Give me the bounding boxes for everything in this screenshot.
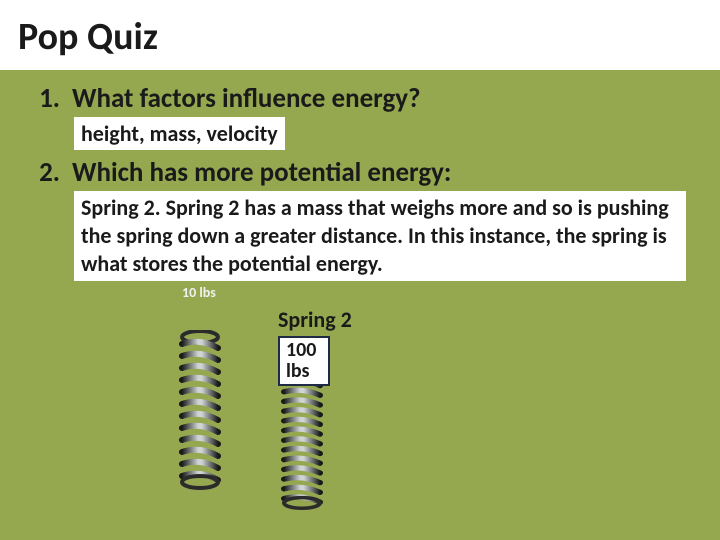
question-1-line: 1. What factors influence energy?: [34, 82, 686, 115]
question-1: 1. What factors influence energy? height…: [34, 82, 686, 150]
content-area: 1. What factors influence energy? height…: [0, 70, 720, 281]
question-1-text: What factors influence energy?: [72, 82, 421, 115]
title-bar: Pop Quiz: [0, 0, 720, 70]
springs-area: Spring 2 100 lbs: [0, 300, 720, 540]
question-1-answer: height, mass, velocity: [74, 117, 285, 150]
spring-1-icon: [178, 330, 222, 490]
spring-1-weight-ghost: 10 lbs: [182, 284, 216, 301]
spring-2-weight: 100 lbs: [286, 338, 316, 383]
spring-2-label: Spring 2: [278, 306, 352, 333]
question-2-number: 2.: [34, 156, 60, 189]
question-2-answer: Spring 2. Spring 2 has a mass that weigh…: [74, 191, 686, 281]
question-1-number: 1.: [34, 82, 60, 115]
question-2-text: Which has more potential energy:: [72, 156, 451, 189]
spring-2-weight-box: 100 lbs: [278, 336, 330, 386]
question-2: 2. Which has more potential energy: Spri…: [34, 156, 686, 281]
question-2-line: 2. Which has more potential energy:: [34, 156, 686, 189]
slide-title: Pop Quiz: [18, 14, 702, 60]
